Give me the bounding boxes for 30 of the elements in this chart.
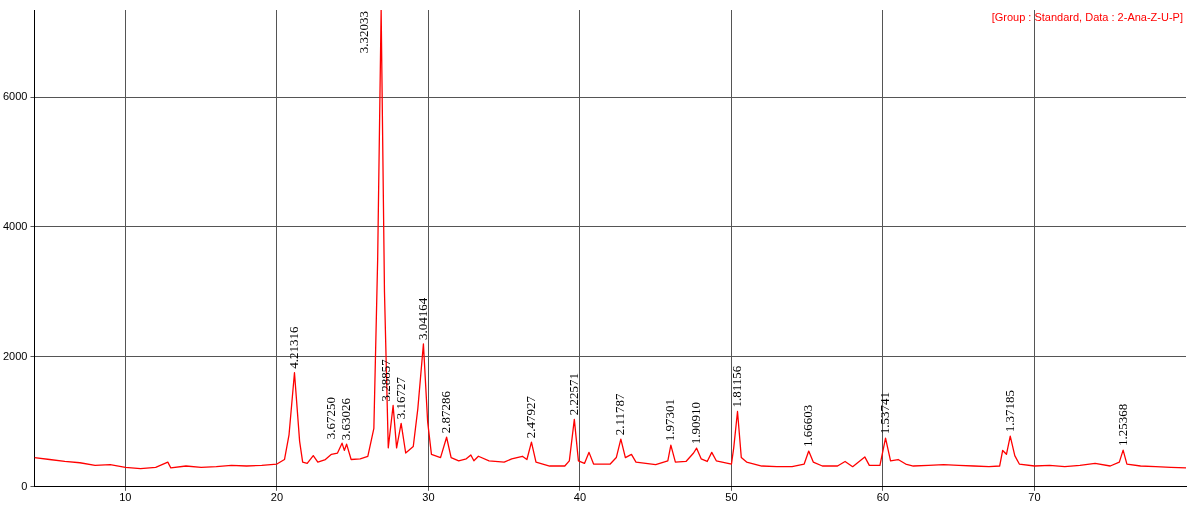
y-tick-label: 4000 <box>2 219 28 232</box>
annotation: 1.90910 <box>688 401 704 445</box>
annotation: 1.81156 <box>728 365 744 408</box>
annotation: 1.53741 <box>876 391 892 435</box>
annotation: [Group : Standard, Data : 2-Ana-Z-U-P] <box>991 10 1183 23</box>
y-tick-label: 2000 <box>2 349 28 362</box>
x-tick-label: 30 <box>422 491 435 504</box>
y-tick-label: 6000 <box>2 90 28 103</box>
x-tick-label: 10 <box>119 491 132 504</box>
annotation: 3.16727 <box>392 376 408 420</box>
x-tick-label: 40 <box>573 491 587 504</box>
x-tick-label: 60 <box>876 491 890 504</box>
annotation: 3.32033 <box>355 11 371 54</box>
annotation: 4.21316 <box>285 325 301 369</box>
annotation: 2.22571 <box>565 373 581 416</box>
annotation: 3.04164 <box>414 297 430 341</box>
x-tick-label: 50 <box>725 491 738 504</box>
annotation: 1.97301 <box>662 398 678 442</box>
annotation: 1.25368 <box>1114 403 1130 447</box>
annotation: 1.37185 <box>1001 389 1017 433</box>
annotation: 2.11787 <box>612 392 628 436</box>
annotation: 1.66603 <box>800 404 816 448</box>
annotation: 3.63026 <box>338 397 354 441</box>
annotation: 3.67250 <box>323 396 339 440</box>
y-tick-label: 0 <box>21 479 28 492</box>
x-tick-label: 70 <box>1028 491 1041 504</box>
annotation: 3.28857 <box>377 358 393 402</box>
x-tick-label: 20 <box>270 491 284 504</box>
annotation: 2.87286 <box>438 390 454 434</box>
annotation: 2.47927 <box>522 395 538 439</box>
